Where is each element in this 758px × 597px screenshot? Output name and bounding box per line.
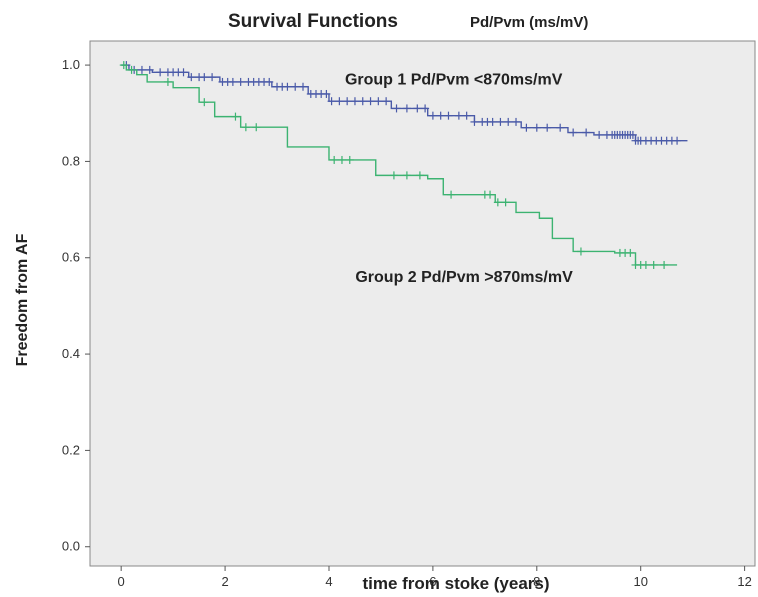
- censor-mark: [350, 97, 359, 106]
- series-line-2: [121, 64, 678, 266]
- censor-mark: [145, 65, 154, 74]
- censor-mark: [236, 77, 245, 86]
- censor-mark: [228, 77, 237, 86]
- censor-mark: [231, 112, 240, 121]
- censor-mark: [576, 247, 585, 256]
- series-annotation-1: Group 1 Pd/Pvm <870ms/mV: [345, 71, 563, 88]
- x-tick-label: 12: [737, 574, 751, 589]
- censor-mark: [137, 65, 146, 74]
- censor-mark: [208, 73, 217, 82]
- censor-mark: [291, 82, 300, 91]
- series-layer: [119, 61, 688, 269]
- censor-mark: [283, 82, 292, 91]
- censor-mark: [421, 104, 430, 113]
- censor-mark: [127, 65, 136, 74]
- x-tick-label: 8: [533, 574, 540, 589]
- series-annotation-2: Group 2 Pd/Pvm >870ms/mV: [355, 269, 573, 286]
- censor-mark: [626, 248, 635, 257]
- y-tick-label: 0.0: [62, 539, 80, 554]
- censor-mark: [265, 77, 274, 86]
- censor-mark: [241, 123, 250, 132]
- censor-mark: [345, 155, 354, 164]
- censor-mark: [119, 61, 128, 70]
- censor-mark: [488, 117, 497, 126]
- y-tick-label: 0.6: [62, 250, 80, 265]
- censor-mark: [522, 123, 531, 132]
- censor-mark: [200, 98, 209, 107]
- y-axis-label: Freedom from AF: [14, 233, 31, 366]
- censor-mark: [436, 111, 445, 120]
- x-tick-label: 2: [221, 574, 228, 589]
- censor-mark: [673, 136, 682, 145]
- censor-mark: [569, 128, 578, 137]
- censor-mark: [358, 97, 367, 106]
- axes: 0 2 4 6 8 10 12 0.0 0.2 0.4 0.6 0.8 1.0: [62, 57, 752, 589]
- censor-mark: [374, 97, 383, 106]
- censor-mark: [366, 97, 375, 106]
- censor-mark: [402, 104, 411, 113]
- censor-mark: [504, 117, 513, 126]
- annotation-layer: Group 1 Pd/Pvm <870ms/mV Group 2 Pd/Pvm >…: [345, 71, 573, 285]
- censor-mark: [454, 111, 463, 120]
- censor-mark: [322, 89, 331, 98]
- y-tick-label: 0.4: [62, 346, 80, 361]
- censor-mark: [382, 97, 391, 106]
- censor-mark: [532, 123, 541, 132]
- censor-mark: [660, 260, 669, 269]
- plot-area: [89, 40, 756, 567]
- chart-title: Survival Functions: [228, 11, 398, 32]
- censor-mark: [200, 73, 209, 82]
- censor-mark: [512, 117, 521, 126]
- censor-mark: [628, 130, 637, 139]
- censor-mark: [392, 104, 401, 113]
- censor-mark: [337, 155, 346, 164]
- censor-mark: [470, 117, 479, 126]
- censor-mark: [543, 123, 552, 132]
- censor-mark: [595, 130, 604, 139]
- censor-mark: [444, 111, 453, 120]
- censor-mark: [428, 111, 437, 120]
- censor-mark: [330, 155, 339, 164]
- censor-mark: [496, 117, 505, 126]
- censor-mark: [163, 77, 172, 86]
- censor-mark: [187, 73, 196, 82]
- x-tick-label: 6: [429, 574, 436, 589]
- chart-subtitle: Pd/Pvm (ms/mV): [470, 14, 588, 31]
- x-tick-label: 10: [633, 574, 647, 589]
- censor-mark: [501, 198, 510, 207]
- censor-mark: [447, 190, 456, 199]
- censor-mark: [252, 123, 261, 132]
- censor-mark: [156, 68, 165, 77]
- x-tick-label: 0: [118, 574, 125, 589]
- censor-mark: [493, 198, 502, 207]
- x-axis-label: time from stoke (years): [362, 574, 549, 593]
- censor-mark: [413, 104, 422, 113]
- censor-mark: [556, 123, 565, 132]
- censor-mark: [415, 171, 424, 180]
- censor-mark: [327, 97, 336, 106]
- censor-mark: [343, 97, 352, 106]
- y-tick-label: 0.8: [62, 153, 80, 168]
- censor-mark: [641, 260, 650, 269]
- censor-mark: [649, 260, 658, 269]
- y-tick-label: 0.2: [62, 442, 80, 457]
- censor-mark: [179, 68, 188, 77]
- censor-mark: [402, 171, 411, 180]
- censor-mark: [389, 171, 398, 180]
- y-tick-label: 1.0: [62, 57, 80, 72]
- x-tick-label: 4: [325, 574, 332, 589]
- censor-mark: [462, 111, 471, 120]
- censor-mark: [486, 190, 495, 199]
- censor-mark: [299, 82, 308, 91]
- censor-mark: [582, 128, 591, 137]
- censor-mark: [335, 97, 344, 106]
